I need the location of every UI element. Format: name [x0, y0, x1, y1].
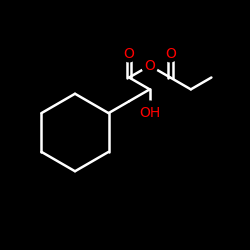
Text: O: O	[165, 47, 176, 61]
Text: OH: OH	[139, 106, 160, 120]
Circle shape	[162, 46, 178, 62]
Text: O: O	[124, 47, 134, 61]
Circle shape	[138, 101, 162, 125]
Circle shape	[121, 46, 137, 62]
Circle shape	[142, 58, 158, 74]
Text: O: O	[144, 58, 155, 72]
